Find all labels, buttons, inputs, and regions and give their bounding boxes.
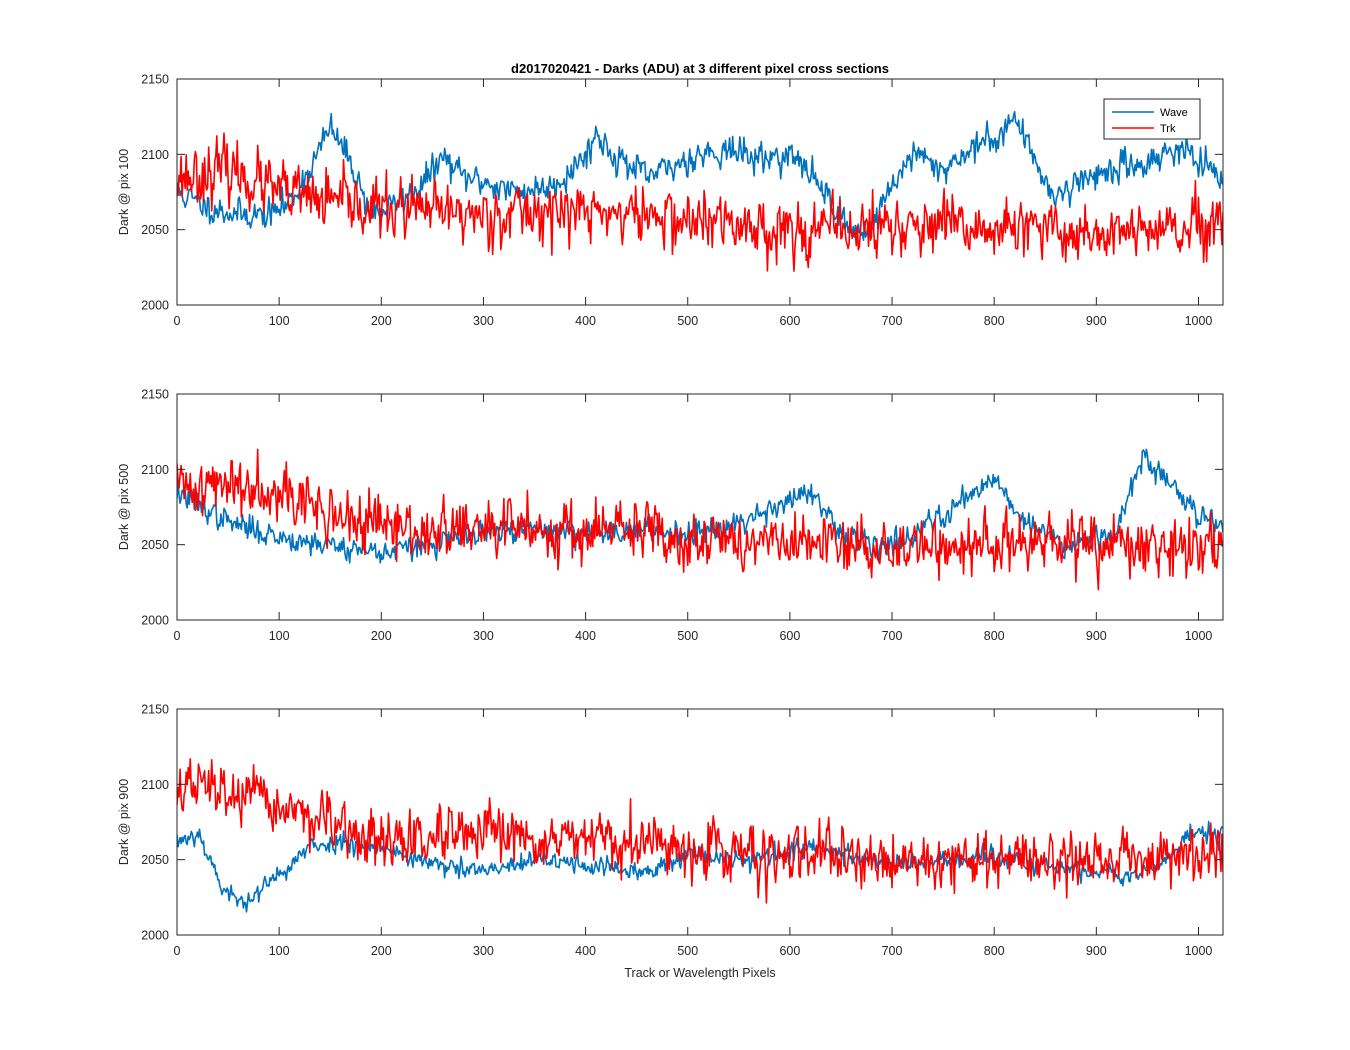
x-axis-label: Track or Wavelength Pixels: [624, 966, 775, 980]
y-tick-label: 2050: [141, 853, 169, 867]
x-tick-label: 800: [984, 314, 1005, 328]
y-axis-label: Dark @ pix 500: [117, 464, 131, 550]
series-line-wave: [177, 448, 1223, 564]
x-tick-label: 0: [174, 944, 181, 958]
x-tick-label: 700: [882, 314, 903, 328]
x-tick-label: 800: [984, 944, 1005, 958]
x-tick-label: 400: [575, 944, 596, 958]
series-line-trk: [177, 757, 1223, 904]
series-line-trk: [177, 132, 1223, 272]
x-tick-label: 1000: [1185, 944, 1213, 958]
x-tick-label: 1000: [1185, 629, 1213, 643]
axis-box: [176, 708, 1224, 936]
plot-area: [177, 709, 1223, 935]
series-line-wave: [177, 110, 1223, 241]
x-tick-label: 300: [473, 314, 494, 328]
x-tick-label: 500: [677, 944, 698, 958]
plot-area: [177, 79, 1223, 305]
series-line-trk: [177, 448, 1223, 591]
y-tick-label: 2000: [141, 929, 169, 943]
legend-label-trk: Trk: [1160, 123, 1176, 135]
y-tick-label: 2000: [141, 614, 169, 628]
y-axis-label: Dark @ pix 900: [117, 779, 131, 865]
x-tick-label: 700: [882, 629, 903, 643]
x-tick-label: 500: [677, 629, 698, 643]
x-tick-label: 900: [1086, 944, 1107, 958]
y-tick-label: 2150: [141, 73, 169, 87]
legend: Wave Trk: [1103, 98, 1201, 140]
x-tick-label: 0: [174, 629, 181, 643]
x-tick-label: 200: [371, 629, 392, 643]
plot-area: [177, 394, 1223, 620]
x-tick-label: 800: [984, 629, 1005, 643]
axis-box: [176, 78, 1224, 306]
x-tick-label: 200: [371, 314, 392, 328]
y-tick-label: 2100: [141, 148, 169, 162]
y-axis-label: Dark @ pix 100: [117, 149, 131, 235]
subplot-group: 0 100 200 300 400 500 600 700 800 900 100020002050…: [117, 73, 1224, 958]
y-tick-label: 2150: [141, 703, 169, 717]
x-tick-label: 500: [677, 314, 698, 328]
x-tick-label: 600: [779, 629, 800, 643]
x-tick-label: 100: [269, 314, 290, 328]
x-tick-label: 600: [779, 944, 800, 958]
legend-box: [1103, 98, 1201, 140]
x-tick-label: 400: [575, 314, 596, 328]
y-tick-label: 2100: [141, 778, 169, 792]
axis-box: [176, 393, 1224, 621]
series-lines: [177, 110, 1223, 272]
subplot-2: 0 100 200 300 400 500 600 700 800 900 1000 2000 2050…: [117, 388, 1224, 643]
y-tick-label: 2050: [141, 538, 169, 552]
x-tick-label: 600: [779, 314, 800, 328]
series-lines: [177, 448, 1223, 591]
y-tick-label: 2050: [141, 223, 169, 237]
series-lines: [177, 757, 1223, 913]
y-tick-label: 2000: [141, 299, 169, 313]
legend-label-wave: Wave: [1160, 107, 1188, 119]
x-tick-label: 300: [473, 629, 494, 643]
y-tick-label: 2100: [141, 463, 169, 477]
subplot-3: 0 100 200 300 400 500 600 700 800 900 1000 2000 2050…: [117, 703, 1224, 958]
x-tick-label: 900: [1086, 629, 1107, 643]
x-tick-label: 1000: [1185, 314, 1213, 328]
y-tick-label: 2150: [141, 388, 169, 402]
x-tick-label: 700: [882, 944, 903, 958]
x-tick-label: 900: [1086, 314, 1107, 328]
subplot-1: 0 100 200 300 400 500 600 700 800 900 1000 2000 2050…: [117, 73, 1224, 328]
x-tick-label: 0: [174, 314, 181, 328]
x-tick-label: 300: [473, 944, 494, 958]
x-tick-label: 400: [575, 629, 596, 643]
x-tick-label: 100: [269, 944, 290, 958]
chart-title: d2017020421 - Darks (ADU) at 3 different…: [511, 61, 889, 76]
x-tick-label: 100: [269, 629, 290, 643]
x-tick-label: 200: [371, 944, 392, 958]
